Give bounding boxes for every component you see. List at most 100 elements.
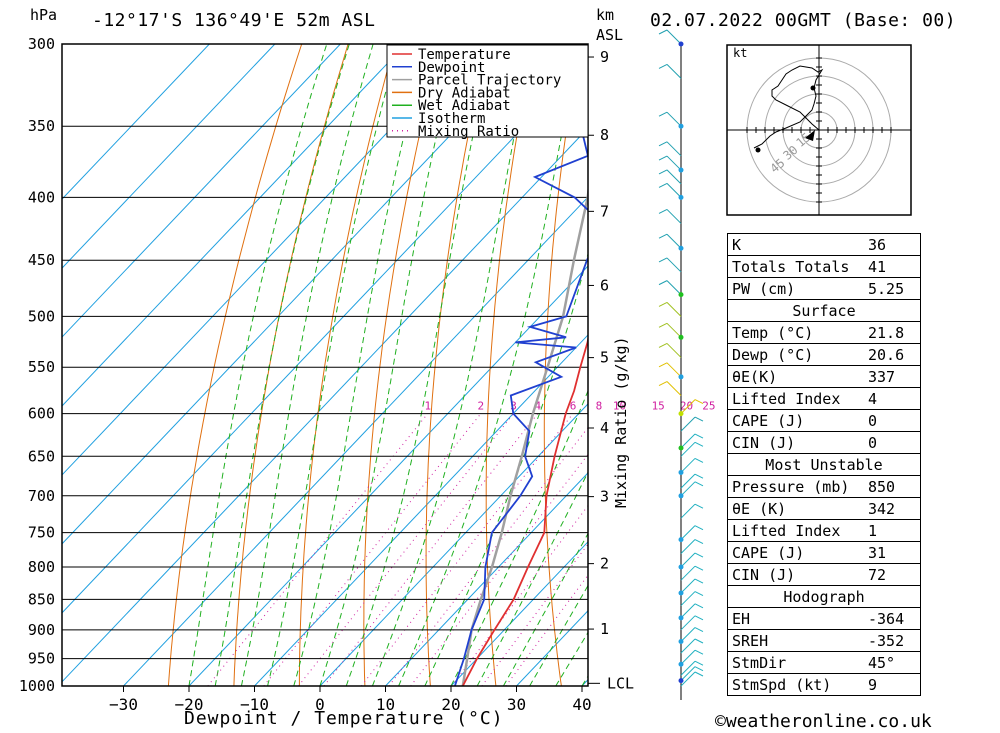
wind-barb-flag bbox=[658, 280, 668, 286]
wind-barb-flag bbox=[694, 666, 704, 672]
wind-barb-flag bbox=[658, 342, 668, 348]
dry-adiabat-line bbox=[167, 44, 303, 686]
wind-barb bbox=[666, 209, 682, 224]
wind-barb-flag bbox=[694, 671, 704, 677]
legend-label: Temperature bbox=[418, 47, 511, 63]
wind-barb-flag bbox=[658, 29, 668, 35]
wind-barb-flag bbox=[658, 111, 668, 117]
wet-adiabat-line bbox=[267, 44, 400, 686]
wind-barb bbox=[680, 458, 696, 473]
index-value: 5.25 bbox=[864, 277, 921, 300]
pressure-tick-label: 1000 bbox=[19, 677, 55, 695]
wind-barb-flag bbox=[694, 615, 704, 621]
wet-adiabat-line bbox=[345, 44, 494, 686]
wind-level-dot bbox=[678, 469, 684, 475]
wind-level-dot bbox=[678, 334, 684, 340]
wind-level-dot bbox=[678, 564, 684, 570]
mixing-ratio-label: 25 bbox=[702, 400, 715, 413]
wind-barb bbox=[666, 29, 682, 45]
wind-barb bbox=[666, 302, 682, 317]
pressure-tick-label: 900 bbox=[28, 621, 55, 639]
pressure-tick-label: 750 bbox=[28, 524, 55, 542]
index-value: 1 bbox=[864, 519, 921, 542]
mixing-ratio-label: 8 bbox=[596, 400, 603, 413]
index-value: 36 bbox=[864, 233, 921, 256]
wet-adiabat-line bbox=[371, 44, 534, 686]
wind-barb-flag bbox=[694, 591, 704, 597]
index-name: Dewp (°C) bbox=[727, 343, 864, 366]
pressure-tick-label: 650 bbox=[28, 447, 55, 465]
wind-barb bbox=[680, 552, 696, 568]
wind-barb bbox=[666, 155, 682, 171]
wind-barb bbox=[680, 660, 696, 676]
wind-barb-flag bbox=[658, 233, 668, 239]
table-row: CIN (J) 0 bbox=[727, 431, 921, 454]
x-tick-label: 40 bbox=[572, 695, 591, 714]
storm-motion-arrow bbox=[805, 130, 815, 141]
pressure-tick-label: 500 bbox=[28, 307, 55, 325]
wind-barb bbox=[680, 649, 696, 665]
mixing-ratio-label: 10 bbox=[613, 400, 626, 413]
wind-level-dot bbox=[678, 537, 684, 543]
legend-label: Dewpoint bbox=[418, 60, 485, 76]
wet-adiabat-line bbox=[502, 532, 588, 686]
location-title: -12°17'S 136°49'E 52m ASL bbox=[92, 10, 376, 31]
dry-adiabat-line bbox=[708, 44, 720, 686]
wet-adiabat-line bbox=[398, 44, 580, 686]
index-name: Pressure (mb) bbox=[727, 475, 864, 498]
height-unit-label: km bbox=[596, 6, 615, 24]
table-section-title: Surface bbox=[727, 299, 921, 322]
table-section-title: Most Unstable bbox=[727, 453, 921, 476]
wind-barb-flag bbox=[658, 208, 668, 214]
wind-barb-flag bbox=[658, 257, 668, 263]
table-row: Temp (°C) 21.8 bbox=[727, 321, 921, 344]
dry-adiabat-line bbox=[233, 44, 349, 686]
wet-adiabat-line bbox=[240, 44, 374, 686]
isotherm-line bbox=[62, 44, 210, 200]
wind-barb bbox=[666, 343, 682, 358]
table-row: θE (K) 342 bbox=[727, 497, 921, 520]
mixing-ratio-label: 2 bbox=[477, 400, 484, 413]
index-name: CAPE (J) bbox=[727, 541, 864, 564]
wind-barb bbox=[666, 322, 682, 338]
table-row: EH -364 bbox=[727, 607, 921, 630]
wind-barb bbox=[666, 381, 682, 396]
isotherm-line bbox=[62, 58, 588, 614]
wind-barb bbox=[666, 183, 682, 198]
wind-barb-flag bbox=[694, 552, 704, 558]
mixing-ratio-line bbox=[481, 543, 588, 686]
isotherm-line bbox=[62, 44, 538, 545]
index-value: 337 bbox=[864, 365, 921, 388]
legend-label: Isotherm bbox=[418, 111, 485, 127]
x-tick-label: −20 bbox=[175, 695, 204, 714]
temperature-line bbox=[462, 335, 588, 686]
hodograph-marker bbox=[755, 147, 761, 153]
hodograph-unit: kt bbox=[733, 46, 747, 60]
wind-barb bbox=[666, 280, 682, 295]
wind-barb bbox=[680, 525, 696, 541]
mixing-ratio-line bbox=[323, 413, 539, 686]
index-name: CIN (J) bbox=[727, 563, 864, 586]
wind-barb-flag bbox=[694, 603, 704, 609]
wind-barb bbox=[666, 257, 682, 273]
hodograph-trace bbox=[753, 65, 824, 149]
wind-barb bbox=[666, 169, 682, 185]
wind-barb bbox=[680, 481, 696, 497]
wet-adiabat-line bbox=[214, 44, 350, 686]
wind-barb bbox=[666, 362, 682, 378]
wind-level-dot bbox=[678, 445, 684, 451]
lcl-label: LCL bbox=[607, 674, 634, 692]
copyright-text: ©weatheronline.co.uk bbox=[715, 711, 932, 732]
wind-barb bbox=[680, 666, 696, 681]
wind-barb-flag bbox=[694, 578, 704, 584]
wind-level-dot bbox=[678, 411, 684, 417]
dry-adiabat-line bbox=[363, 44, 442, 686]
index-name: Lifted Index bbox=[727, 519, 864, 542]
wind-barb-flag bbox=[694, 503, 704, 509]
table-section-title: Hodograph bbox=[727, 585, 921, 608]
wet-adiabat-line bbox=[476, 470, 588, 686]
wind-barb bbox=[666, 141, 682, 157]
wind-barb bbox=[666, 233, 682, 249]
table-row: θE(K) 337 bbox=[727, 365, 921, 388]
